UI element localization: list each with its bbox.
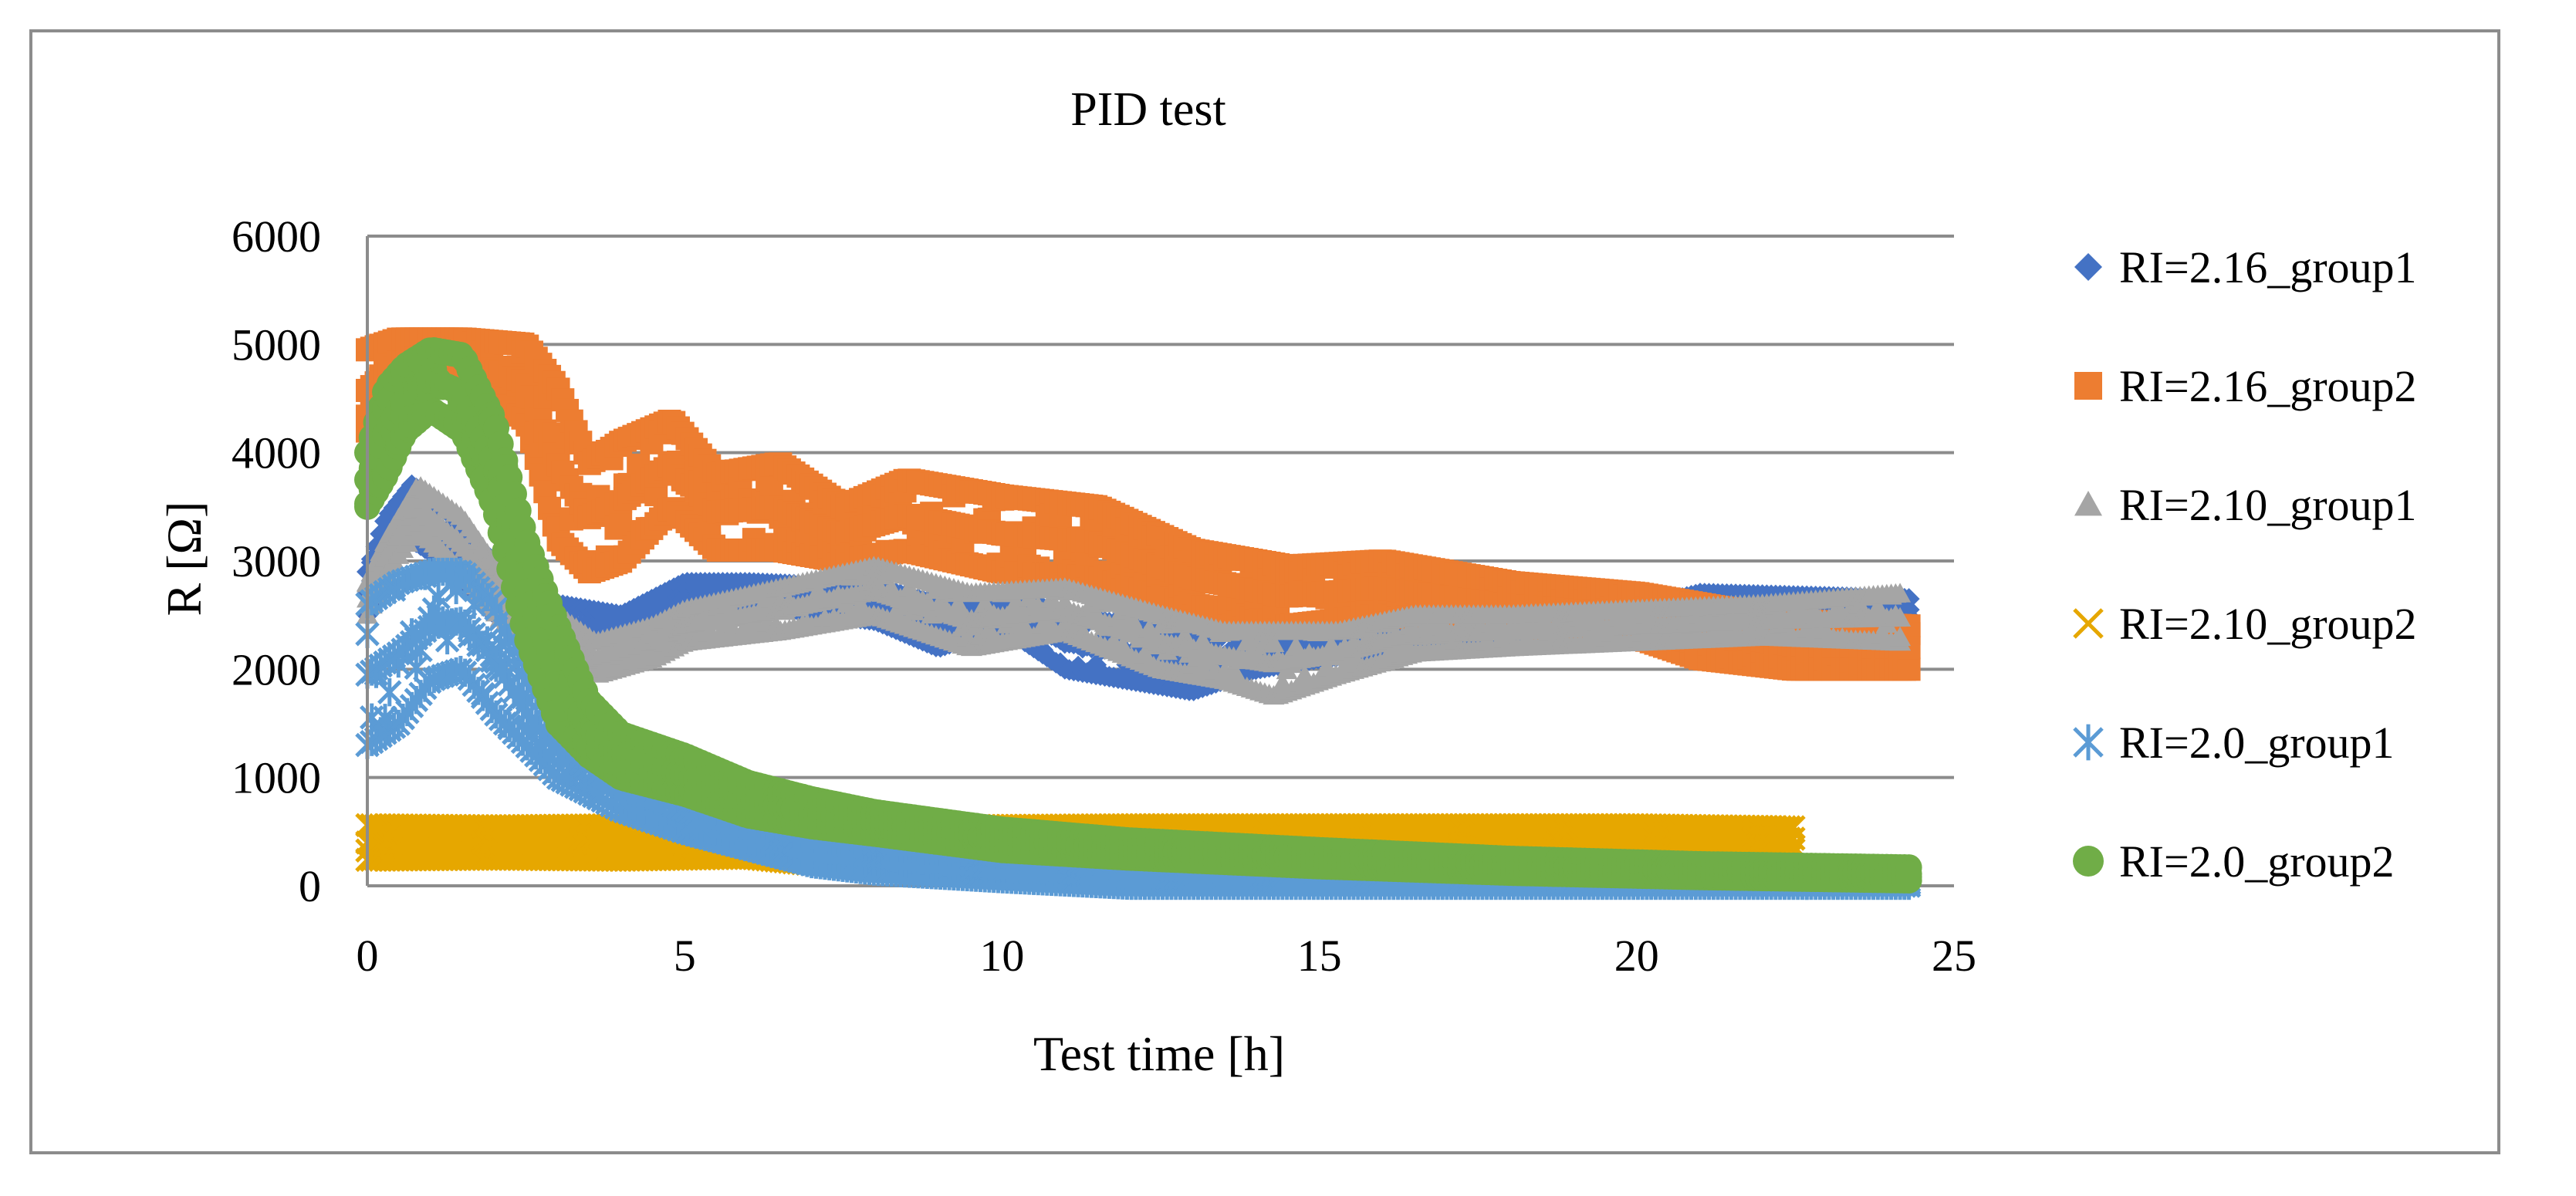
data-point [1897, 657, 1921, 681]
data-point [374, 510, 397, 532]
chart-frame: PID test 0 1000 2000 3000 4000 5000 6000 0 5 10 15… [29, 29, 2500, 1154]
series-layer [354, 327, 1922, 900]
chart-title: PID test [1070, 83, 1226, 136]
